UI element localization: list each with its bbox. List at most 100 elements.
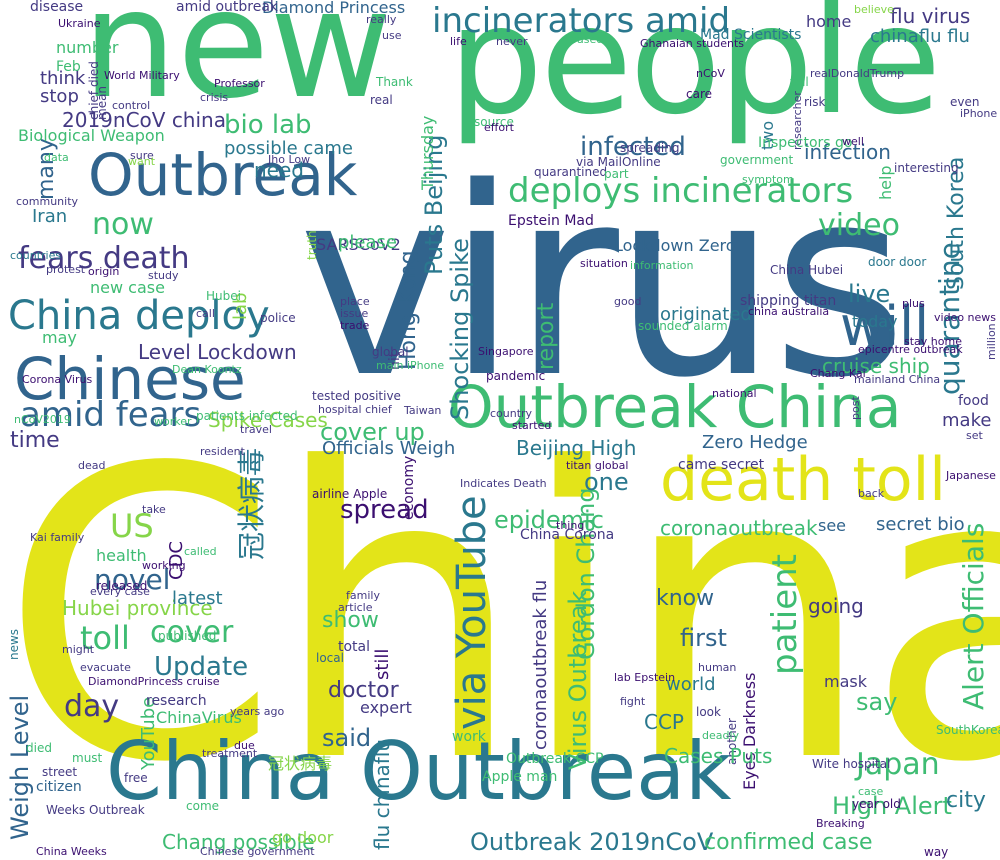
word: China Outbreak: [106, 725, 732, 818]
word: Zero Hedge: [702, 432, 808, 453]
word: look: [696, 705, 721, 719]
word: day: [64, 689, 120, 724]
word: Beijing High: [516, 436, 637, 460]
word: call: [196, 307, 215, 320]
word: back: [858, 487, 885, 500]
word: Weeks Outbreak: [46, 803, 145, 817]
word: video news: [934, 311, 997, 324]
word: today: [852, 312, 898, 331]
word: Mad Scientists: [700, 27, 802, 43]
word: work: [452, 729, 486, 745]
word: ChinaVirus: [156, 708, 242, 727]
word: originated: [660, 304, 752, 325]
word: time: [10, 428, 60, 453]
word: Inspectors go: [758, 135, 853, 151]
word: country: [490, 407, 533, 420]
word: realDonaldTrump: [810, 67, 905, 80]
word: China deploy: [8, 293, 270, 339]
word: nCoV2019: [14, 413, 71, 426]
word: home: [806, 12, 852, 31]
word: main iPhone: [376, 359, 445, 372]
word: need: [254, 158, 304, 182]
word: Ghanaian students: [640, 37, 744, 50]
word: Corona Virus: [22, 373, 93, 386]
word: tested positive: [312, 389, 401, 403]
word: Eyes Darkness: [740, 672, 759, 790]
word: worker: [154, 415, 192, 428]
word: care: [686, 87, 713, 101]
word: Professor: [214, 77, 265, 90]
word: Japanese: [946, 469, 996, 482]
word: died: [26, 741, 52, 755]
word: case: [858, 785, 884, 798]
word: real: [370, 93, 393, 107]
word: epidemic: [494, 506, 604, 534]
word: virus: [298, 133, 907, 435]
word: interesting: [894, 161, 959, 175]
word: total: [338, 639, 371, 655]
word: situation: [580, 257, 628, 270]
word: flu chinaflu: [370, 738, 394, 850]
word: million: [985, 323, 998, 360]
word: SouthKorea: [936, 723, 1000, 737]
word: one: [584, 468, 629, 496]
word: death toll: [660, 445, 946, 515]
word: Indicates Death: [460, 477, 547, 490]
word: incinerators amid: [432, 1, 731, 41]
word: way: [924, 845, 949, 859]
word: confirmed case: [704, 830, 873, 855]
word: Outbreak 2019nCoV: [470, 828, 714, 856]
word: working: [142, 559, 186, 572]
word: spreading: [620, 141, 680, 155]
word: Dean Koontz: [172, 363, 242, 376]
word: via MailOnline: [576, 155, 661, 169]
word: latest: [172, 588, 223, 609]
word: stay home: [904, 335, 962, 348]
word: bio lab: [224, 110, 312, 140]
word: number: [56, 38, 119, 57]
word: effort: [484, 121, 514, 134]
word: food: [958, 393, 989, 409]
word: China: [0, 385, 1000, 850]
word: new: [82, 0, 393, 132]
word: Jho Low: [268, 153, 311, 166]
word: health: [96, 546, 147, 565]
word: still: [372, 648, 393, 680]
word: world: [666, 674, 716, 695]
word: mainland China: [854, 373, 941, 386]
word: post: [849, 396, 862, 420]
word: disease: [30, 0, 84, 15]
word: well: [842, 135, 864, 148]
word: US: [110, 507, 154, 545]
word: going: [808, 594, 864, 618]
word: good: [614, 295, 642, 308]
word: infection: [804, 140, 891, 164]
word: novel: [94, 563, 171, 596]
word: China Weeks: [36, 845, 107, 858]
word: human: [698, 661, 737, 674]
word: cruise ship: [822, 354, 930, 378]
word: data: [44, 151, 69, 164]
word: Ukraine: [58, 17, 101, 30]
word: coronaoutbreak: [660, 516, 818, 540]
word: Iran: [32, 206, 68, 227]
word: first: [680, 624, 727, 652]
word: based: [570, 33, 604, 46]
word: fight: [620, 695, 646, 708]
word: deadly: [702, 729, 740, 742]
word: crisis: [200, 91, 229, 104]
word: control: [112, 99, 151, 112]
word: Weigh Level: [6, 694, 34, 840]
word: make: [942, 410, 992, 431]
word: go door: [272, 828, 334, 847]
word: people: [448, 0, 941, 148]
word: released: [96, 579, 148, 593]
word: SARSCoV2: [316, 235, 401, 254]
word: patient: [765, 554, 805, 675]
word: Epstein Mad: [508, 213, 594, 229]
word: Wite hospital: [812, 757, 891, 771]
word: use: [382, 29, 402, 42]
word: thing: [556, 519, 585, 532]
word: life: [450, 35, 467, 48]
